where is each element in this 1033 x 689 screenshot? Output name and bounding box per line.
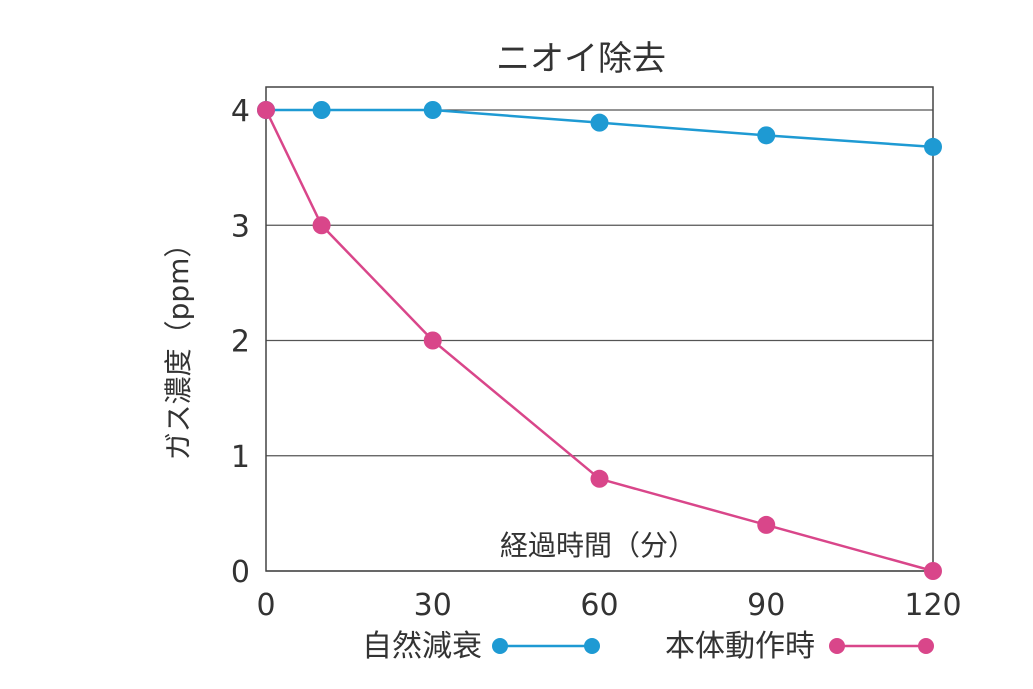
data-point-2-4	[757, 515, 776, 534]
legend: 自然減衰 本体動作時	[362, 629, 934, 664]
data-point-1-1	[312, 101, 331, 119]
y-tick-label-2: 2	[231, 325, 250, 360]
legend-dot-1-b	[584, 638, 600, 654]
data-point-2-5	[924, 562, 942, 580]
legend-marker-1	[492, 638, 600, 654]
data-point-1-2	[423, 101, 442, 119]
plot-frame	[265, 86, 934, 572]
x-axis-label: 経過時間（分）	[500, 529, 696, 562]
legend-label-1: 自然減衰	[362, 629, 482, 664]
data-point-1-5	[924, 137, 942, 156]
y-tick-label-1: 1	[231, 440, 250, 475]
data-point-2-3	[590, 469, 609, 488]
data-point-2-0	[257, 101, 275, 119]
series-line-1	[266, 108, 934, 149]
y-axis-label: ガス濃度（ppm）	[162, 230, 195, 461]
grid-lines	[266, 109, 933, 572]
legend-marker-2	[829, 638, 934, 654]
y-tick-label-4: 4	[231, 94, 250, 129]
y-tick-label-3: 3	[231, 209, 250, 244]
data-point-2-2	[423, 331, 442, 350]
legend-dot-2-a	[829, 638, 845, 654]
x-tick-labels: 0 30 60 90 120	[256, 588, 961, 623]
series-group	[257, 101, 942, 580]
legend-label-2: 本体動作時	[665, 629, 815, 664]
x-tick-label-1: 30	[414, 588, 452, 623]
legend-dot-2-b	[918, 638, 934, 654]
x-tick-label-0: 0	[256, 588, 275, 623]
legend-dot-1-a	[492, 638, 508, 654]
data-point-1-4	[757, 126, 776, 145]
data-point-2-1	[312, 216, 331, 235]
x-tick-label-4: 120	[904, 588, 961, 623]
y-tick-label-0: 0	[231, 555, 250, 590]
data-point-1-3	[590, 113, 609, 132]
x-tick-label-2: 60	[580, 588, 618, 623]
y-tick-labels: 0 1 2 3 4	[231, 94, 250, 590]
x-tick-label-3: 90	[747, 588, 785, 623]
series-line-2	[264, 109, 934, 573]
chart-title: ニオイ除去	[496, 39, 666, 79]
